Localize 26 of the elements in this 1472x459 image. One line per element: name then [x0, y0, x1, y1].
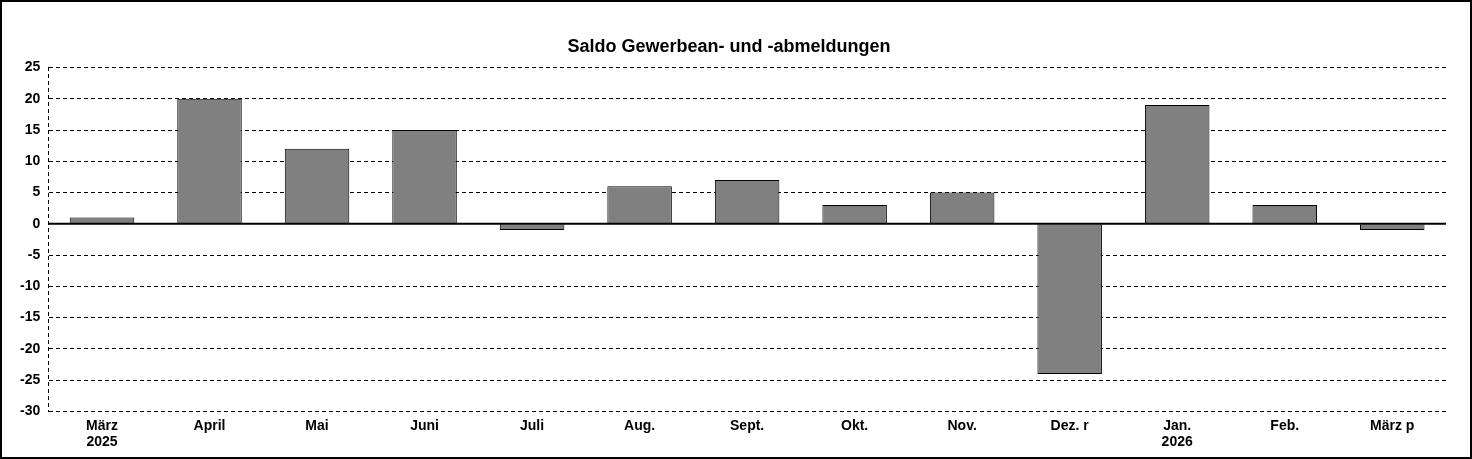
y-tick-label: 20: [24, 89, 41, 106]
y-tick-label: 25: [24, 58, 41, 75]
y-tick-label: -15: [20, 308, 41, 325]
chart-title: Saldo Gewerbean- und -abmeldungen: [567, 35, 891, 56]
y-tick-label: 5: [32, 183, 41, 200]
y-tick-label: 15: [24, 120, 41, 137]
x-tick-label: Sept.: [730, 416, 765, 433]
x-tick-label: Juni: [410, 416, 439, 433]
y-tick-label: -30: [20, 402, 41, 419]
x-tick-label: April: [193, 416, 226, 433]
x-tick-label: Okt.: [841, 416, 869, 433]
x-tick-label: Nov.: [947, 416, 977, 433]
x-tick-label: Feb.: [1270, 416, 1300, 433]
y-tick-label: -5: [27, 245, 41, 262]
x-tick-label: Aug.: [624, 416, 656, 433]
y-tick-label: -10: [20, 277, 41, 294]
y-tick-label: -25: [20, 371, 41, 387]
x-tick-label: Juli: [520, 416, 545, 433]
y-tick-label: -20: [20, 339, 41, 356]
x-tick-label: Jan. 2026: [1161, 416, 1193, 450]
y-tick-label: 0: [32, 214, 41, 231]
x-tick-label: März p: [1370, 416, 1415, 433]
x-tick-label: Dez. r: [1050, 416, 1090, 433]
y-tick-label: 10: [24, 152, 41, 169]
x-tick-label: März 2025: [86, 416, 118, 450]
x-tick-label: Mai: [305, 416, 329, 433]
